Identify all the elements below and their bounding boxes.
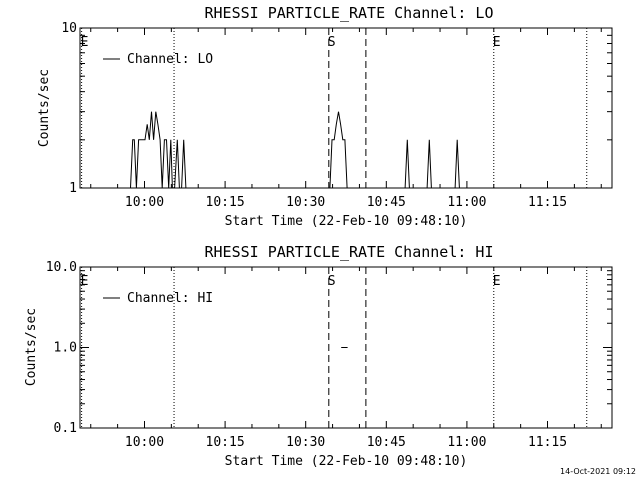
chart-hi-y-tick-label: 0.1	[54, 421, 77, 436]
chart-hi-marker-letter: E	[81, 274, 89, 289]
chart-lo-x-tick-label: 10:30	[286, 195, 325, 210]
chart-lo-y-tick-label: 10	[61, 21, 77, 36]
chart-hi: RHESSI PARTICLE_RATE Channel: HI E S E 10:…	[24, 243, 613, 469]
chart-lo-x-tick-label: 10:00	[125, 195, 164, 210]
chart-lo-marker-letter: S	[328, 35, 336, 50]
chart-hi-x-tick-label: 11:00	[447, 435, 486, 450]
chart-hi-x-tick-label: 10:45	[367, 435, 406, 450]
chart-hi-marker-letter: S	[328, 274, 336, 289]
chart-hi-y-tick-label: 1.0	[54, 341, 77, 356]
timestamp-footer: 14-Oct-2021 09:12	[560, 467, 636, 476]
chart-lo: RHESSI PARTICLE_RATE Channel: LO E S E 10:…	[37, 4, 613, 229]
chart-hi-x-tick-label: 11:15	[528, 435, 567, 450]
chart-hi-x-tick-label: 10:00	[125, 435, 164, 450]
chart-lo-y-tick-label: 1	[69, 181, 77, 196]
chart-hi-y-tick-label: 10.0	[46, 260, 77, 275]
chart-hi-x-tick-label: 10:15	[206, 435, 245, 450]
chart-lo-x-tick-label: 10:45	[367, 195, 406, 210]
chart-lo-title: RHESSI PARTICLE_RATE Channel: LO	[205, 4, 494, 22]
chart-lo-series-line	[130, 111, 460, 189]
chart-lo-xlabel: Start Time (22-Feb-10 09:48:10)	[225, 214, 468, 229]
chart-hi-ylabel: Counts/sec	[24, 308, 39, 386]
chart-lo-x-tick-label: 11:15	[528, 195, 567, 210]
chart-hi-xlabel: Start Time (22-Feb-10 09:48:10)	[225, 454, 468, 469]
chart-lo-x-tick-label: 10:15	[206, 195, 245, 210]
chart-lo-frame	[79, 27, 613, 189]
chart-lo-legend-label: Channel: LO	[127, 52, 213, 67]
chart-lo-ylabel: Counts/sec	[37, 69, 52, 147]
chart-hi-x-tick-label: 10:30	[286, 435, 325, 450]
chart-lo-marker-letter: E	[493, 35, 501, 50]
chart-hi-legend-label: Channel: HI	[127, 291, 213, 306]
chart-lo-x-tick-label: 11:00	[447, 195, 486, 210]
chart-hi-title: RHESSI PARTICLE_RATE Channel: HI	[205, 243, 494, 261]
chart-hi-marker-letter: E	[493, 274, 501, 289]
chart-lo-marker-letter: E	[81, 35, 89, 50]
